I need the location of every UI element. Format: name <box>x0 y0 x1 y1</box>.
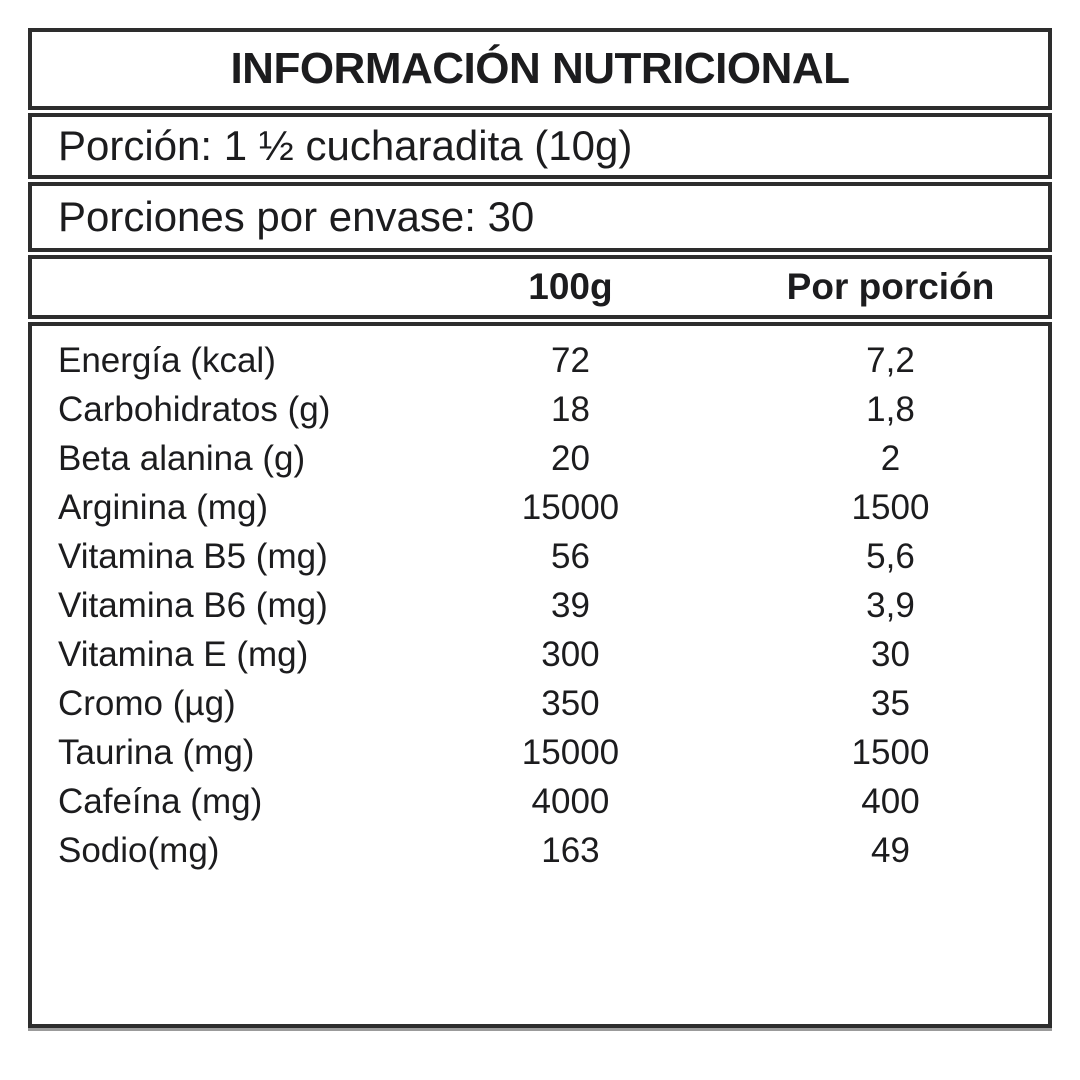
nutrient-name: Cromo (µg) <box>58 683 236 723</box>
nutrient-per-serving: 1500 <box>851 732 930 772</box>
nutrient-per-100g: 350 <box>541 683 600 723</box>
nutrient-per-100g: 300 <box>541 634 600 674</box>
serving-size-text: Porción: 1 ½ cucharadita (10g) <box>58 122 633 169</box>
label-title: INFORMACIÓN NUTRICIONAL <box>230 44 850 93</box>
table-row: Energía (kcal) 72 7,2 <box>32 336 1048 385</box>
nutrient-per-100g: 4000 <box>531 781 610 821</box>
nutrient-per-100g: 15000 <box>521 487 620 527</box>
nutrient-per-serving: 2 <box>880 438 901 478</box>
nutrient-per-100g: 56 <box>550 536 590 576</box>
column-header-per-100g: 100g <box>528 266 613 307</box>
nutrient-per-serving: 7,2 <box>866 340 915 380</box>
nutrient-per-100g: 39 <box>550 585 590 625</box>
nutrient-name: Beta alanina (g) <box>58 438 306 478</box>
nutrient-per-100g: 18 <box>550 389 590 429</box>
column-header-per-serving: Por porción <box>786 266 995 307</box>
nutrient-table-body: Energía (kcal) 72 7,2 Carbohidratos (g) … <box>28 322 1052 1028</box>
table-header-row: 100g Por porción <box>32 259 1048 315</box>
table-row: Vitamina B5 (mg) 56 5,6 <box>32 532 1048 581</box>
nutrient-per-serving: 49 <box>871 830 910 870</box>
nutrient-name: Carbohidratos (g) <box>58 389 331 429</box>
nutrient-name: Vitamina B6 (mg) <box>58 585 328 625</box>
nutrient-name: Cafeína (mg) <box>58 781 263 821</box>
table-row: Vitamina B6 (mg) 39 3,9 <box>32 581 1048 630</box>
nutrition-panel: INFORMACIÓN NUTRICIONAL Porción: 1 ½ cuc… <box>28 28 1052 1031</box>
table-header-box: 100g Por porción <box>28 255 1052 319</box>
nutrient-per-100g: 20 <box>550 438 590 478</box>
servings-per-container-box: Porciones por envase: 30 <box>28 182 1052 252</box>
nutrient-name: Vitamina E (mg) <box>58 634 309 674</box>
nutrient-name: Sodio(mg) <box>58 830 220 870</box>
servings-per-container-text: Porciones por envase: 30 <box>58 193 535 240</box>
nutrient-name: Arginina (mg) <box>58 487 269 527</box>
label-title-box: INFORMACIÓN NUTRICIONAL <box>28 28 1052 110</box>
table-row: Cromo (µg) 350 35 <box>32 679 1048 728</box>
nutrient-per-serving: 35 <box>871 683 910 723</box>
table-row: Beta alanina (g) 20 2 <box>32 434 1048 483</box>
nutrient-per-serving: 1,8 <box>866 389 915 429</box>
nutrient-per-serving: 400 <box>861 781 920 821</box>
nutrient-name: Taurina (mg) <box>58 732 255 772</box>
nutrient-per-100g: 72 <box>550 340 590 380</box>
nutrient-per-serving: 3,9 <box>866 585 915 625</box>
table-row: Cafeína (mg) 4000 400 <box>32 777 1048 826</box>
table-row: Carbohidratos (g) 18 1,8 <box>32 385 1048 434</box>
nutrient-per-100g: 15000 <box>521 732 620 772</box>
table-row: Arginina (mg) 15000 1500 <box>32 483 1048 532</box>
table-row: Taurina (mg) 15000 1500 <box>32 728 1048 777</box>
nutrient-per-serving: 5,6 <box>866 536 915 576</box>
nutrient-name: Energía (kcal) <box>58 340 276 380</box>
nutrient-per-serving: 30 <box>871 634 910 674</box>
serving-size-box: Porción: 1 ½ cucharadita (10g) <box>28 113 1052 179</box>
nutrient-name: Vitamina B5 (mg) <box>58 536 328 576</box>
table-row: Vitamina E (mg) 300 30 <box>32 630 1048 679</box>
nutrient-per-serving: 1500 <box>851 487 930 527</box>
table-row: Sodio(mg) 163 49 <box>32 826 1048 875</box>
nutrient-per-100g: 163 <box>541 830 600 870</box>
